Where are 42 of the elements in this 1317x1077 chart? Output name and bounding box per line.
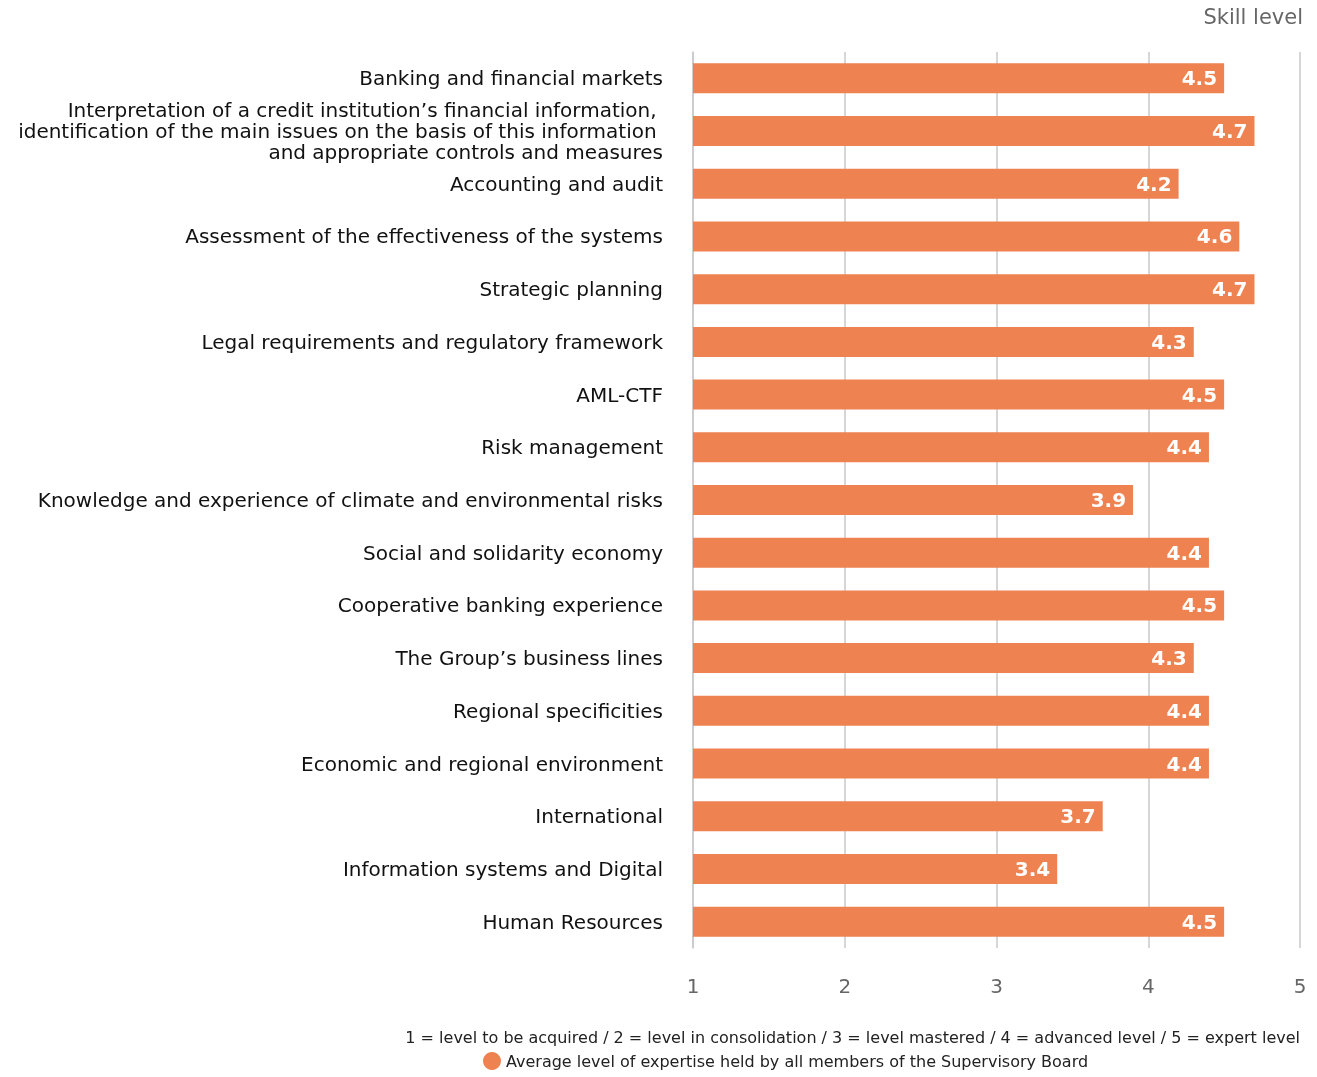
data-label: 4.5	[1181, 66, 1218, 91]
y-tick-label: Accounting and audit	[449, 171, 664, 196]
data-label: 4.5	[1181, 593, 1218, 618]
y-tick-label: Strategic planning	[479, 277, 663, 302]
data-label: 3.7	[1060, 804, 1096, 829]
data-label: 4.5	[1181, 909, 1218, 934]
y-tick-label: Human Resources	[482, 909, 663, 934]
y-tick-label: Cooperative banking experience	[337, 593, 663, 618]
data-label: 4.4	[1166, 435, 1202, 460]
x-tick-label: 1	[686, 974, 700, 998]
y-tick-label: Legal requirements and regulatory framework	[201, 329, 664, 354]
y-tick-label: The Group’s business lines	[394, 646, 663, 671]
data-label: 4.6	[1196, 224, 1233, 249]
x-tick-label: 3	[990, 974, 1003, 998]
data-label: 4.2	[1136, 171, 1172, 196]
x-tick-label: 4	[1141, 974, 1155, 998]
y-tick-label: Interpretation of a credit institution’s financial information, identification of the main issues on the basis of this information and appropriate controls and measures	[18, 98, 663, 165]
x-tick-label: 5	[1293, 974, 1307, 998]
data-label: 4.3	[1151, 646, 1187, 671]
y-tick-label: Economic and regional environment	[301, 751, 664, 776]
y-tick-label: Risk management	[481, 435, 664, 460]
data-label: 4.3	[1151, 329, 1187, 354]
y-tick-label: Banking and financial markets	[359, 66, 663, 91]
text: 1 = level to be acquired / 2 = level in consolidation / 3 = level mastered / 4 = advanced level / 5 = expert level	[405, 1027, 1300, 1047]
y-tick-label: Regional specificities	[453, 698, 663, 723]
y-tick-label: Social and solidarity economy	[363, 540, 664, 565]
legend-label: Average level of expertise held by all members of the Supervisory Board	[506, 1051, 1089, 1071]
x-tick-label: 2	[838, 974, 852, 998]
data-label: 4.5	[1181, 382, 1218, 407]
data-label: 4.7	[1212, 277, 1248, 302]
y-tick-label: Knowledge and experience of climate and environmental risks	[37, 488, 663, 512]
data-label: 4.4	[1166, 698, 1202, 723]
data-label: 3.9	[1090, 488, 1127, 512]
y-tick-label: International	[535, 804, 663, 829]
y-tick-label: AML-CTF	[576, 382, 663, 407]
data-label: 4.4	[1166, 540, 1202, 565]
y-tick-label: Information systems and Digital	[342, 856, 663, 881]
data-label: 4.4	[1166, 751, 1202, 776]
y-tick-label: Assessment of the effectiveness of the systems	[185, 224, 663, 249]
x-axis-title: Skill level	[1203, 4, 1303, 29]
data-label: 4.7	[1212, 119, 1248, 144]
data-label: 3.4	[1014, 856, 1051, 881]
